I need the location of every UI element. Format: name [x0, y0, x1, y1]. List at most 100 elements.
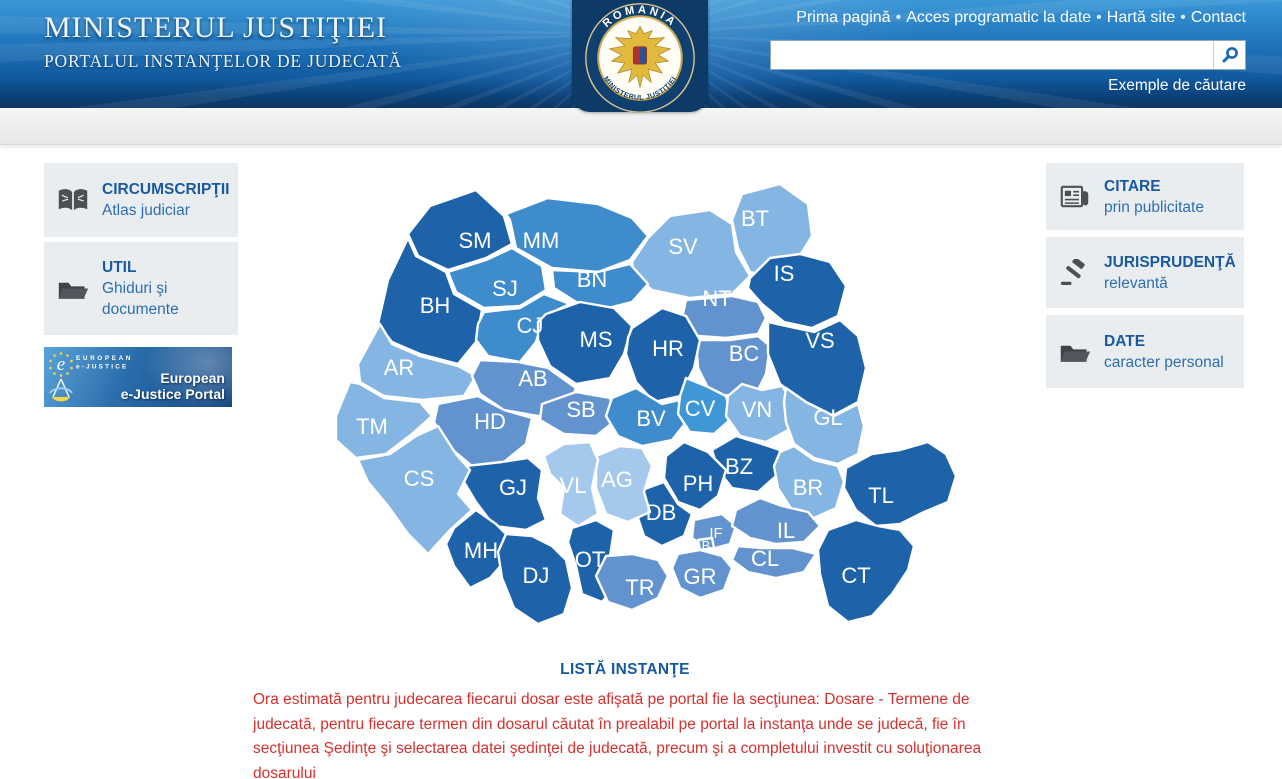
sidebar-item-jurisprudenta[interactable]: JURISPRUDENŢĂ relevantă: [1046, 237, 1244, 308]
county-label-GJ: GJ: [499, 475, 527, 500]
county-DB[interactable]: [634, 480, 694, 548]
eagle-emblem: [608, 25, 672, 88]
nav-separator: •: [1096, 9, 1102, 26]
svg-text:e: e: [57, 354, 65, 375]
county-CS[interactable]: [356, 424, 474, 556]
county-label-BT: BT: [741, 206, 769, 231]
county-label-GL: GL: [813, 405, 842, 430]
county-BT[interactable]: [730, 182, 814, 278]
search-input[interactable]: [771, 41, 1213, 69]
ministry-logo-icon: ROMANIA MINISTERUL JUSTIŢIEI: [585, 3, 695, 113]
card-title: DATE: [1104, 332, 1146, 350]
atlas-icon: [56, 187, 90, 214]
ejustice-logo-line1: EUROPEAN: [76, 355, 133, 362]
county-GR[interactable]: [670, 548, 734, 600]
ejustice-logo: e EUROPEAN e-JUSTICE: [49, 352, 133, 402]
county-IL[interactable]: [730, 496, 822, 546]
search-examples-link[interactable]: Exemple de căutare: [1108, 77, 1246, 94]
county-label-TM: TM: [356, 414, 388, 439]
county-BV[interactable]: [604, 386, 690, 448]
county-VL[interactable]: [542, 440, 600, 528]
county-BR[interactable]: [772, 444, 846, 520]
county-label-CL: CL: [751, 546, 779, 571]
county-label-HD: HD: [474, 409, 506, 434]
county-label-MM: MM: [523, 228, 560, 253]
county-DJ[interactable]: [496, 532, 574, 626]
card-title: CIRCUMSCRIPŢII: [102, 181, 230, 198]
county-label-VL: VL: [560, 473, 587, 498]
card-subtitle: caracter personal: [1104, 353, 1224, 371]
county-label-BN: BN: [577, 267, 608, 292]
county-GL[interactable]: [782, 386, 866, 466]
county-label-PH: PH: [683, 471, 714, 496]
county-BC[interactable]: [694, 334, 772, 398]
county-label-IF: IF: [709, 525, 722, 542]
county-CL[interactable]: [730, 544, 818, 580]
county-label-HR: HR: [652, 336, 684, 361]
county-BN[interactable]: [550, 262, 650, 310]
county-label-B: B: [702, 538, 711, 553]
county-B[interactable]: [696, 536, 716, 552]
county-TL[interactable]: [842, 440, 958, 528]
notice-text: Ora estimată pentru judecarea fiecarui d…: [253, 691, 982, 779]
card-subtitle: Ghiduri şi documente: [102, 280, 179, 318]
county-label-AG: AG: [601, 467, 633, 492]
county-SM[interactable]: [406, 188, 514, 272]
nav-link-4[interactable]: Contact: [1190, 9, 1246, 26]
county-GJ[interactable]: [462, 456, 548, 532]
county-label-SV: SV: [668, 234, 698, 259]
ejustice-title: European e-Justice Portal: [120, 370, 225, 402]
magnifier-icon: [1222, 47, 1238, 63]
county-label-AB: AB: [518, 366, 547, 391]
ejustice-banner[interactable]: e EUROPEAN e-JUSTICE European e-Justice …: [44, 347, 232, 407]
newspaper-icon: [1058, 184, 1092, 209]
sidebar-item-citare[interactable]: CITARE prin publicitate: [1046, 163, 1244, 230]
top-nav: Prima pagină • Acces programatic la date • H…: [796, 9, 1246, 27]
county-label-AR: AR: [384, 355, 415, 380]
nav-link-3[interactable]: Hartă site: [1106, 9, 1176, 26]
county-PH[interactable]: [662, 440, 728, 512]
county-label-CT: CT: [841, 563, 870, 588]
card-subtitle: Atlas judiciar: [102, 202, 190, 219]
county-MS[interactable]: [536, 300, 634, 386]
county-label-IS: IS: [774, 261, 795, 286]
county-label-MH: MH: [464, 538, 498, 563]
sidebar-item-circumscriptii[interactable]: CIRCUMSCRIPŢII Atlas judiciar: [44, 163, 238, 237]
sidebar-item-date[interactable]: DATE caracter personal: [1046, 315, 1244, 388]
sidebar-item-util[interactable]: UTIL Ghiduri şi documente: [44, 242, 238, 335]
county-TM[interactable]: [334, 380, 434, 460]
court-list-link[interactable]: LISTĂ INSTANŢE: [560, 661, 690, 678]
county-label-NT: NT: [702, 286, 731, 311]
card-title: UTIL: [102, 259, 137, 276]
card-title: JURISPRUDENŢĂ: [1104, 253, 1236, 271]
nav-link-2[interactable]: Acces programatic la date: [906, 9, 1092, 26]
county-CT[interactable]: [816, 518, 916, 624]
header-subbar: [0, 108, 1282, 145]
gavel-icon: [1058, 259, 1092, 286]
ejustice-logo-line2: e-JUSTICE: [76, 364, 128, 371]
county-SB[interactable]: [538, 390, 618, 438]
county-SJ[interactable]: [446, 246, 548, 310]
search-button[interactable]: [1213, 41, 1245, 69]
county-label-DJ: DJ: [523, 563, 550, 588]
county-SV[interactable]: [630, 208, 752, 300]
county-TR[interactable]: [594, 552, 670, 612]
county-label-SM: SM: [459, 228, 492, 253]
county-AG[interactable]: [594, 444, 654, 524]
page-subtitle: PORTALUL INSTANŢELOR DE JUDECATĂ: [44, 51, 402, 71]
county-IS[interactable]: [746, 252, 848, 330]
county-BH[interactable]: [376, 236, 484, 366]
county-label-GR: GR: [684, 564, 717, 589]
county-label-TR: TR: [625, 575, 654, 600]
nav-link-1[interactable]: Prima pagină: [796, 9, 891, 26]
county-CJ[interactable]: [474, 292, 572, 364]
county-MM[interactable]: [504, 196, 650, 274]
county-label-MS: MS: [580, 327, 613, 352]
county-label-DB: DB: [646, 500, 677, 525]
county-label-SB: SB: [566, 397, 595, 422]
county-label-CS: CS: [404, 466, 435, 491]
nav-separator: •: [1180, 9, 1186, 26]
folder-icon: [56, 276, 90, 302]
